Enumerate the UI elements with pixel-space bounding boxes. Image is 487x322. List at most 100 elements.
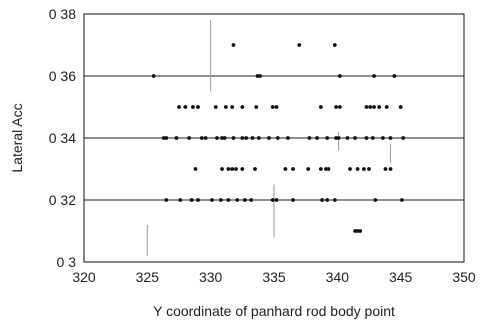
data-point: [373, 198, 378, 202]
data-point: [318, 167, 323, 171]
data-point: [183, 105, 188, 109]
data-point: [336, 136, 341, 140]
data-point: [348, 167, 352, 171]
data-point: [178, 198, 183, 202]
data-point: [367, 167, 371, 171]
data-point: [193, 167, 198, 171]
data-point: [253, 167, 257, 171]
data-point: [337, 74, 342, 78]
data-point: [364, 105, 369, 109]
data-point: [297, 43, 302, 47]
data-point: [388, 167, 393, 171]
data-point: [368, 105, 373, 109]
data-point: [164, 136, 169, 140]
faint-marks: [146, 20, 392, 256]
data-point: [345, 136, 350, 140]
data-point: [210, 198, 214, 202]
data-point: [151, 74, 156, 78]
data-point: [384, 105, 389, 109]
data-point: [398, 105, 403, 109]
data-point: [240, 105, 245, 109]
data-point: [274, 105, 279, 109]
data-point: [270, 198, 275, 202]
data-point: [362, 167, 366, 171]
data-point: [267, 136, 271, 140]
y-axis-title: Lateral Acc: [9, 103, 25, 172]
data-point: [231, 136, 236, 140]
data-point: [189, 198, 194, 202]
data-point: [372, 74, 376, 78]
data-point: [307, 136, 312, 140]
y-tick-label: 0 36: [49, 68, 76, 84]
data-point: [332, 43, 337, 47]
x-tick-label: 320: [72, 269, 96, 285]
data-point: [234, 167, 238, 171]
data-point: [240, 167, 245, 171]
data-point: [249, 198, 254, 202]
data-point: [337, 105, 342, 109]
data-point: [203, 136, 208, 140]
x-tick-label: 325: [136, 269, 160, 285]
y-tick-label: 0 34: [49, 130, 76, 146]
data-point: [242, 198, 247, 202]
data-point: [401, 136, 406, 140]
data-point: [332, 198, 337, 202]
data-point: [220, 167, 224, 171]
data-point: [256, 136, 261, 140]
data-point: [306, 167, 311, 171]
data-point: [191, 105, 195, 109]
data-point: [381, 136, 385, 140]
data-point: [222, 136, 227, 140]
data-point: [291, 167, 295, 171]
data-points: [151, 43, 406, 233]
data-point: [250, 136, 255, 140]
x-tick-label: 330: [199, 269, 223, 285]
data-point: [283, 167, 288, 171]
data-point: [174, 136, 179, 140]
data-point: [244, 136, 249, 140]
data-point: [358, 229, 363, 233]
x-tick-label: 345: [389, 269, 413, 285]
data-point: [187, 136, 192, 140]
data-point: [318, 105, 323, 109]
data-point: [230, 167, 235, 171]
data-point: [320, 198, 325, 202]
data-point: [199, 136, 204, 140]
y-tick-label: 0 32: [49, 192, 76, 208]
data-point: [286, 136, 290, 140]
data-point: [364, 136, 369, 140]
x-tick-label: 350: [452, 269, 476, 285]
data-point: [240, 136, 245, 140]
y-tick-label: 0 3: [57, 254, 77, 270]
data-point: [213, 105, 218, 109]
data-point: [334, 105, 338, 109]
data-point: [164, 198, 169, 202]
data-point: [215, 136, 219, 140]
data-point: [177, 105, 181, 109]
data-point: [235, 198, 240, 202]
data-point: [258, 74, 262, 78]
data-point: [196, 105, 200, 109]
data-point: [372, 105, 376, 109]
data-point: [325, 136, 330, 140]
data-point: [326, 167, 331, 171]
data-point: [226, 198, 231, 202]
x-tick-labels: 320 325 330 335 340 345 350: [72, 269, 476, 285]
data-point: [400, 198, 404, 202]
data-point: [355, 167, 360, 171]
x-tick-label: 335: [262, 269, 286, 285]
x-axis-title: Y coordinate of panhard rod body point: [153, 303, 395, 319]
data-point: [218, 198, 223, 202]
data-point: [377, 105, 382, 109]
data-point: [315, 136, 319, 140]
data-point: [383, 167, 388, 171]
data-point: [370, 136, 375, 140]
data-point: [223, 105, 228, 109]
data-point: [353, 136, 357, 140]
data-point: [392, 74, 397, 78]
data-point: [291, 198, 295, 202]
data-point: [270, 105, 275, 109]
data-point: [196, 198, 200, 202]
data-point: [226, 167, 231, 171]
